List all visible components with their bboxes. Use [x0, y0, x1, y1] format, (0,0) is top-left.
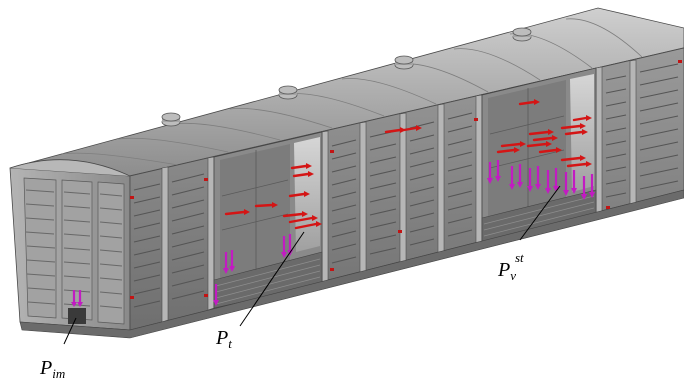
underframe [19, 189, 684, 339]
magenta-force-arrows [71, 160, 595, 307]
side-posts [161, 59, 637, 323]
red-force-arrows-left [224, 125, 422, 230]
end-wall-ribs [25, 189, 123, 309]
label-p-im: Pim [39, 357, 65, 381]
end-wall-arch [9, 159, 131, 177]
side-panel-ribs [133, 63, 679, 308]
door-interior-left [220, 144, 290, 286]
door-floor-left-ribs [215, 258, 321, 305]
door-right-lines [489, 88, 565, 212]
wall-fixtures [130, 60, 682, 299]
door-left-lines [221, 150, 289, 276]
red-force-arrows-right [496, 99, 592, 168]
door-floor-right-ribs [483, 195, 595, 243]
leader-lines [63, 185, 561, 345]
end-wall-panels [23, 177, 125, 325]
end-wall-opening [68, 308, 86, 324]
roof-ribs [61, 18, 643, 166]
roof-hatches [161, 27, 532, 127]
label-p-v-st: Pvst [497, 250, 524, 283]
label-p-t: Pt [215, 327, 232, 351]
door-interior-right [488, 80, 566, 222]
